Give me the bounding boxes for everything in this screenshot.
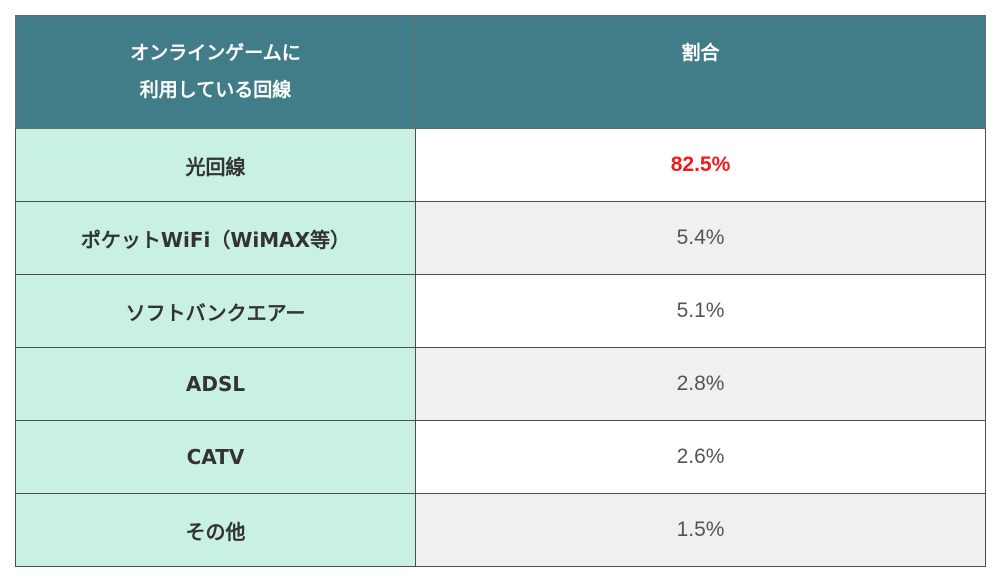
row-value: 2.8% bbox=[415, 347, 986, 421]
row-value: 1.5% bbox=[415, 493, 986, 567]
table-row: CATV 2.6% bbox=[15, 420, 986, 494]
row-label: ソフトバンクエアー bbox=[15, 274, 416, 348]
row-label: 光回線 bbox=[15, 128, 416, 202]
table-row: ポケットWiFi（WiMAX等） 5.4% bbox=[15, 201, 986, 275]
table-body: 光回線 82.5% ポケットWiFi（WiMAX等） 5.4% ソフトバンクエア… bbox=[15, 128, 986, 567]
header-line-1: オンラインゲームに bbox=[130, 42, 301, 64]
line-usage-table: オンラインゲームに 利用している回線 割合 光回線 82.5% ポケットWiFi… bbox=[15, 15, 986, 567]
table-row: その他 1.5% bbox=[15, 493, 986, 567]
row-value: 5.1% bbox=[415, 274, 986, 348]
header-ratio: 割合 bbox=[415, 15, 986, 129]
table-row: 光回線 82.5% bbox=[15, 128, 986, 202]
row-label: その他 bbox=[15, 493, 416, 567]
line-usage-table-container: オンラインゲームに 利用している回線 割合 光回線 82.5% ポケットWiFi… bbox=[15, 15, 986, 567]
table-header: オンラインゲームに 利用している回線 割合 bbox=[15, 15, 986, 129]
table-row: ADSL 2.8% bbox=[15, 347, 986, 421]
header-connection-type: オンラインゲームに 利用している回線 bbox=[15, 15, 416, 129]
row-label: ADSL bbox=[15, 347, 416, 421]
row-label: ポケットWiFi（WiMAX等） bbox=[15, 201, 416, 275]
header-line-2: 利用している回線 bbox=[139, 79, 292, 101]
table-row: ソフトバンクエアー 5.1% bbox=[15, 274, 986, 348]
row-label: CATV bbox=[15, 420, 416, 494]
table-header-row: オンラインゲームに 利用している回線 割合 bbox=[15, 15, 986, 129]
row-value: 82.5% bbox=[415, 128, 986, 202]
row-value: 2.6% bbox=[415, 420, 986, 494]
row-value: 5.4% bbox=[415, 201, 986, 275]
